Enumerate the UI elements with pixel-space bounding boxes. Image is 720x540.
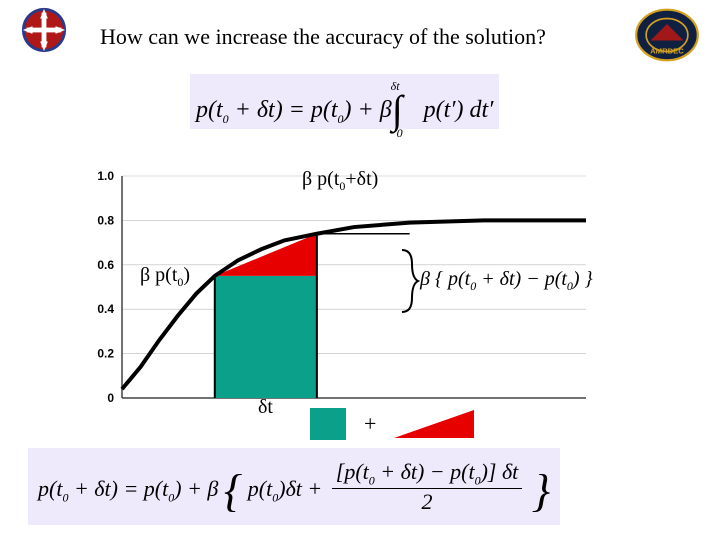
svg-text:0: 0 <box>107 391 114 405</box>
svg-text:AMRDEC: AMRDEC <box>650 47 684 56</box>
equation-beta-diff: β { p(t0 + δt) − p(t0) } <box>420 268 593 294</box>
area-legend: + <box>310 408 474 440</box>
equation-trapezoid: p(t0 + δt) = p(t0) + β { p(t0)δt + [p(t0… <box>28 448 560 525</box>
legend-triangle-icon <box>394 410 474 438</box>
label-delta-t: δt <box>258 396 273 419</box>
label-beta-p-t0-dt: β p(t0+δt) <box>302 168 378 194</box>
svg-text:1.0: 1.0 <box>97 169 114 183</box>
svg-text:0.6: 0.6 <box>97 258 114 272</box>
label-beta-p-t0: β p(t0) <box>140 264 190 290</box>
slide-title: How can we increase the accuracy of the … <box>100 24 546 50</box>
svg-text:0.8: 0.8 <box>97 213 114 227</box>
svg-text:0.4: 0.4 <box>97 302 114 316</box>
right-org-logo: AMRDEC <box>634 6 700 64</box>
equation-integral: p(t0 + δt) = p(t0) + β∫0δt p(t′) dt′ <box>190 74 499 129</box>
left-org-logo <box>20 6 68 54</box>
legend-plus: + <box>364 411 376 437</box>
svg-text:0.2: 0.2 <box>97 347 114 361</box>
legend-rectangle-icon <box>310 408 346 440</box>
brace-icon <box>398 248 420 314</box>
